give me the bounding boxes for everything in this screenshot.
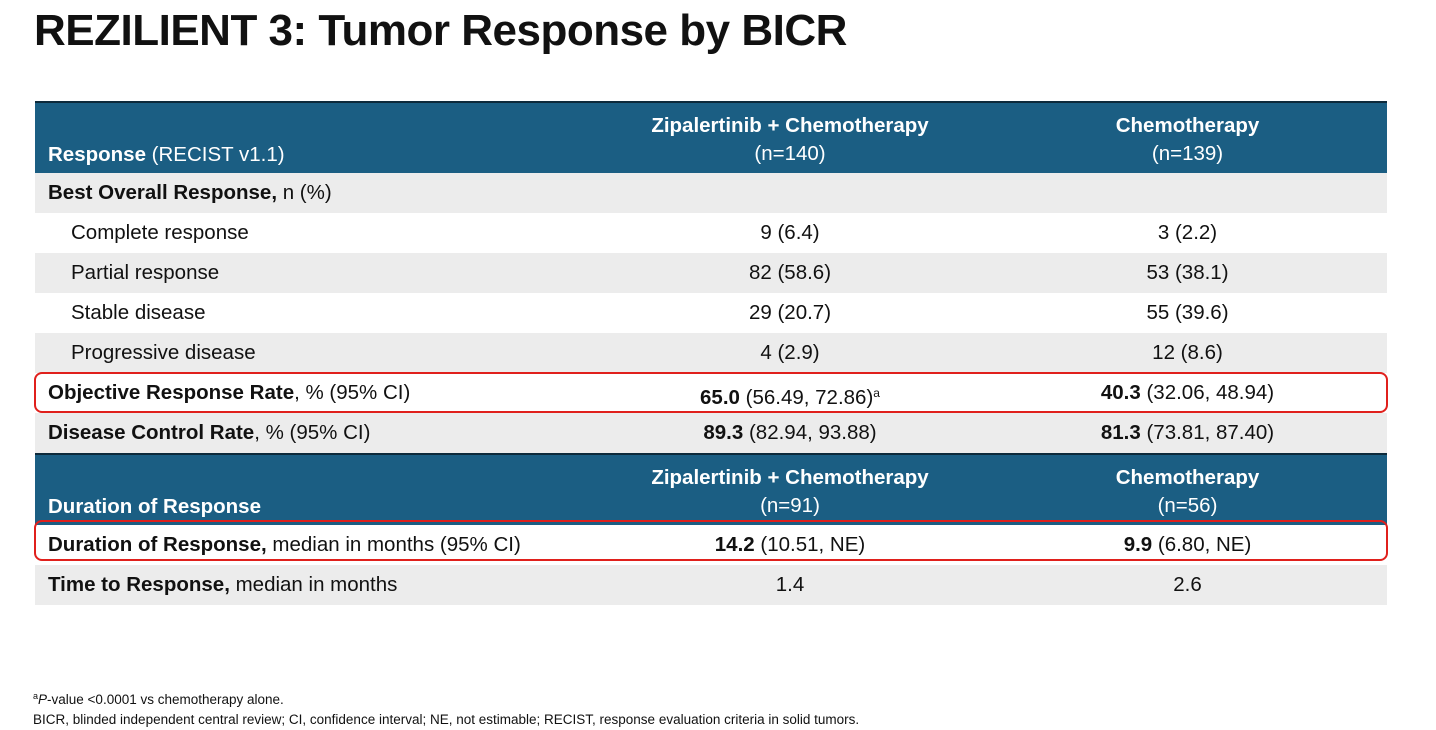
- arm2-n: (n=56): [1157, 494, 1218, 517]
- arm2-value: 12 (8.6): [1152, 341, 1223, 364]
- header-arm1: Zipalertinib + Chemotherapy (n=91): [595, 464, 985, 520]
- footnote-marker: a: [873, 386, 880, 400]
- arm2-value: 3 (2.2): [1157, 221, 1218, 244]
- header-label-bold: Response: [48, 143, 146, 166]
- arm1-value: 14.2 (10.51, NE): [595, 525, 985, 565]
- value-bold: 89.3: [703, 421, 744, 444]
- arm1-value: 1.4: [775, 573, 805, 596]
- table-row-dcr: Disease Control Rate, % (95% CI) 89.3 (8…: [35, 413, 1387, 453]
- arm1-value: 9 (6.4): [760, 221, 820, 244]
- table-row: Complete response 9 (6.4) 3 (2.2): [35, 213, 1387, 253]
- row-label: Best Overall Response, n (%): [48, 173, 332, 213]
- arm1-n: (n=91): [760, 494, 820, 517]
- row-label-rest: median in months: [229, 573, 398, 596]
- table-header-response: Response (RECIST v1.1) Zipalertinib + Ch…: [35, 101, 1387, 173]
- value-bold: 40.3: [1100, 381, 1141, 404]
- row-label-bold: Best Overall Response,: [48, 181, 278, 204]
- value-bold: 65.0: [700, 386, 740, 409]
- arm2-value: 9.9 (6.80, NE): [995, 525, 1380, 565]
- header-arm2: Chemotherapy (n=139): [995, 112, 1380, 168]
- footnotes: aP-value <0.0001 vs chemotherapy alone. …: [33, 686, 859, 730]
- arm2-value: 81.3 (73.81, 87.40): [995, 413, 1380, 453]
- header-label-bold: Duration of Response: [48, 495, 261, 518]
- arm2-value: 55 (39.6): [1146, 301, 1229, 324]
- row-label-rest: n (%): [277, 181, 332, 204]
- arm1-value: 29 (20.7): [748, 301, 832, 324]
- value-ci: (10.51, NE): [754, 533, 866, 556]
- row-label: Disease Control Rate, % (95% CI): [48, 413, 370, 453]
- header-arm2: Chemotherapy (n=56): [995, 464, 1380, 520]
- value-ci: (56.49, 72.86): [739, 386, 874, 409]
- arm1-n: (n=140): [754, 142, 826, 165]
- page-title: REZILIENT 3: Tumor Response by BICR: [34, 6, 847, 55]
- row-label-rest: , % (95% CI): [254, 421, 371, 444]
- row-label: Partial response: [71, 261, 220, 284]
- footnote-pvalue: aP-value <0.0001 vs chemotherapy alone.: [33, 686, 859, 710]
- row-label-rest: , % (95% CI): [294, 381, 411, 404]
- table-row: Stable disease 29 (20.7) 55 (39.6): [35, 293, 1387, 333]
- arm2-value: 2.6: [1173, 573, 1202, 596]
- row-label-bold: Disease Control Rate: [48, 421, 255, 444]
- arm1-name: Zipalertinib + Chemotherapy: [651, 466, 929, 489]
- arm1-name: Zipalertinib + Chemotherapy: [651, 114, 929, 137]
- footnote-text: -value <0.0001 vs chemotherapy alone.: [47, 692, 284, 707]
- arm2-value: 40.3 (32.06, 48.94): [995, 373, 1380, 413]
- value-bold: 81.3: [1100, 421, 1141, 444]
- row-label-rest: median in months (95% CI): [266, 533, 521, 556]
- row-label-bold: Objective Response Rate: [48, 381, 295, 404]
- table-row-ttr: Time to Response, median in months 1.4 2…: [35, 565, 1387, 605]
- value-ci: (73.81, 87.40): [1140, 421, 1275, 444]
- row-label: Duration of Response, median in months (…: [48, 525, 521, 565]
- table-row: Progressive disease 4 (2.9) 12 (8.6): [35, 333, 1387, 373]
- value-ci: (82.94, 93.88): [743, 421, 877, 444]
- row-label: Time to Response, median in months: [48, 565, 397, 605]
- arm2-name: Chemotherapy: [1115, 114, 1260, 137]
- response-table: Response (RECIST v1.1) Zipalertinib + Ch…: [35, 101, 1387, 605]
- row-label: Stable disease: [71, 301, 206, 324]
- footnote-marker: a: [33, 691, 39, 701]
- value-ci: (6.80, NE): [1152, 533, 1252, 556]
- table-header-duration: Duration of Response Zipalertinib + Chem…: [35, 453, 1387, 525]
- arm1-value: 82 (58.6): [748, 261, 832, 284]
- arm1-value: 89.3 (82.94, 93.88): [595, 413, 985, 453]
- table-row-dor: Duration of Response, median in months (…: [35, 525, 1387, 565]
- table-row-orr: Objective Response Rate, % (95% CI) 65.0…: [35, 373, 1387, 413]
- arm1-value: 65.0 (56.49, 72.86)a: [595, 373, 985, 413]
- row-label: Complete response: [71, 221, 249, 244]
- value-bold: 14.2: [714, 533, 755, 556]
- table-row: Partial response 82 (58.6) 53 (38.1): [35, 253, 1387, 293]
- arm2-n: (n=139): [1151, 142, 1224, 165]
- header-arm1: Zipalertinib + Chemotherapy (n=140): [595, 112, 985, 168]
- row-label: Progressive disease: [71, 341, 256, 364]
- header-label-rest: (RECIST v1.1): [145, 143, 285, 166]
- header-label: Response (RECIST v1.1): [48, 143, 285, 167]
- row-label-bold: Time to Response,: [48, 573, 230, 596]
- arm2-name: Chemotherapy: [1115, 466, 1260, 489]
- header-label: Duration of Response: [48, 495, 261, 519]
- footnote-abbreviations: BICR, blinded independent central review…: [33, 712, 860, 727]
- value-ci: (32.06, 48.94): [1140, 381, 1275, 404]
- arm1-value: 4 (2.9): [760, 341, 820, 364]
- table-row-bor: Best Overall Response, n (%): [35, 173, 1387, 213]
- value-bold: 9.9: [1123, 533, 1153, 556]
- row-label-bold: Duration of Response,: [48, 533, 267, 556]
- arm2-value: 53 (38.1): [1146, 261, 1229, 284]
- row-label: Objective Response Rate, % (95% CI): [48, 373, 410, 413]
- footnote-italic: P: [38, 692, 48, 707]
